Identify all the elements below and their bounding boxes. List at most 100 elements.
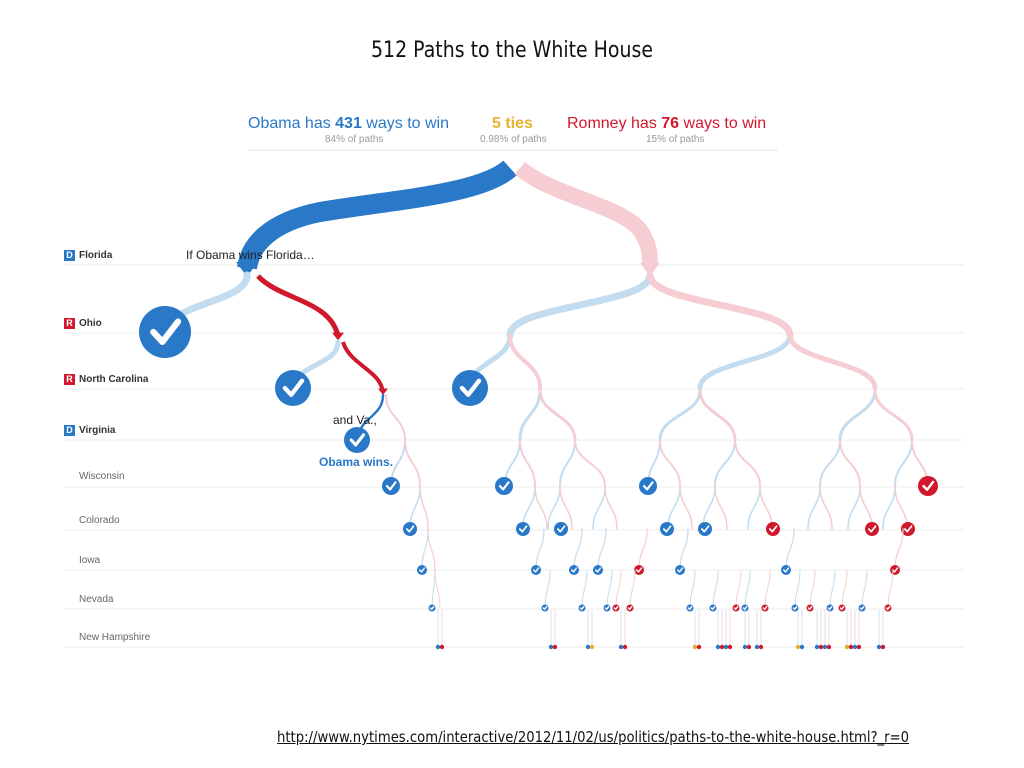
leaf-obama-dot — [723, 644, 729, 650]
source-link[interactable]: http://www.nytimes.com/interactive/2012/… — [277, 728, 910, 746]
checkmark-icon — [595, 567, 602, 573]
branch-ia — [535, 528, 545, 571]
leaf-obama-dot — [852, 644, 858, 650]
romney-count: 76 — [661, 115, 680, 132]
branch-wi-romney — [519, 439, 536, 487]
branch-nv — [841, 569, 848, 609]
branch-nv — [794, 569, 801, 609]
branch-nc-romney — [787, 332, 878, 391]
branch-nv — [581, 569, 588, 609]
obama-prefix: Obama has — [248, 115, 336, 132]
checkmark-icon — [459, 378, 482, 397]
checkmark-icon — [807, 605, 813, 611]
leaf-tie-dot — [692, 644, 698, 650]
win-obama-icon — [403, 522, 417, 536]
leaf-tie-dot — [795, 644, 801, 650]
leaf-romney-dot — [719, 644, 725, 650]
branch-va-obama — [658, 388, 702, 442]
branch-ia — [785, 528, 795, 571]
branch-ia — [638, 528, 648, 571]
branch-nv — [606, 569, 613, 609]
branch-nv — [615, 569, 622, 609]
branch-ia — [597, 528, 607, 571]
win-obama-icon — [639, 477, 657, 495]
branch-nc-obama — [697, 332, 793, 391]
branch-va-romney — [873, 388, 914, 442]
leaf-romney-dot — [746, 644, 752, 650]
branch-co-obama — [547, 485, 561, 530]
branch-wi-romney — [404, 439, 421, 487]
branch-nc-romney — [508, 333, 542, 390]
leaf-tie-dot — [589, 644, 595, 650]
checkmark-icon — [613, 605, 619, 611]
win-romney-icon — [890, 565, 900, 575]
checkmark-icon — [419, 567, 426, 573]
branch-co-obama — [807, 485, 821, 530]
checkmark-icon — [557, 525, 566, 533]
leaf-romney-dot — [856, 644, 862, 650]
obama-summary: Obama has 431 ways to win — [248, 115, 449, 133]
state-label-ohio: Ohio — [79, 318, 102, 329]
branch-wi-obama — [819, 439, 841, 487]
leaf-obama-dot — [548, 644, 554, 650]
checkmark-icon — [604, 605, 610, 611]
checkmark-icon — [687, 605, 693, 611]
branch-co-romney — [819, 485, 833, 530]
checkmark-icon — [663, 525, 672, 533]
leaf-obama-dot — [435, 644, 441, 650]
leaf-romney-dot — [880, 644, 886, 650]
leaf-romney-dot — [439, 644, 445, 650]
branch-nv — [861, 569, 868, 609]
annotation-obama-wins: Obama wins. — [319, 455, 394, 469]
branch-nv — [887, 569, 894, 609]
checkmark-icon — [701, 525, 710, 533]
branch-wi-obama — [559, 439, 576, 487]
branch-va-obama — [838, 388, 877, 442]
checkmark-icon — [859, 605, 865, 611]
win-obama-icon — [382, 477, 400, 495]
checkmark-icon — [710, 605, 716, 611]
badge-ohio: R — [64, 318, 75, 329]
branch-nv — [712, 569, 719, 609]
state-label-new-hampshire: New Hampshire — [79, 632, 151, 643]
checkmark-icon — [498, 481, 510, 491]
checkmark-icon — [792, 605, 798, 611]
branch-nv-obama — [431, 569, 436, 609]
checkmark-icon — [579, 605, 585, 611]
romney-main-path — [514, 161, 658, 266]
win-obama-icon — [698, 522, 712, 536]
checkmark-icon — [904, 525, 913, 533]
leaf-obama-dot — [814, 644, 820, 650]
badge-north-carolina: R — [64, 374, 75, 385]
leaf-tie-dot — [844, 644, 850, 650]
branch-nv — [544, 569, 551, 609]
branch-wi-romney — [839, 439, 861, 487]
slide-title: 512 Paths to the White House — [371, 38, 653, 63]
checkmark-icon — [733, 605, 739, 611]
branch-co-obama — [882, 485, 896, 530]
branch-co-obama — [847, 485, 861, 530]
branch-nv-romney — [434, 569, 441, 609]
romney-arrow-icon — [378, 388, 388, 395]
win-obama-icon — [139, 306, 191, 358]
leaf-obama-dot — [876, 644, 882, 650]
checkmark-icon — [642, 481, 654, 491]
romney-arrow-icon — [332, 332, 344, 341]
win-obama-icon — [675, 565, 685, 575]
branch-ia — [679, 528, 689, 571]
win-obama-icon — [417, 565, 427, 575]
branch-co-romney — [759, 485, 773, 530]
state-label-north-carolina: North Carolina — [79, 374, 149, 385]
win-obama-icon — [344, 427, 370, 453]
checkmark-icon — [533, 567, 540, 573]
romney-summary: Romney has 76 ways to win — [567, 115, 766, 133]
branch-ohio-romney — [256, 274, 341, 337]
checkmark-icon — [282, 378, 305, 397]
branch-wi-romney — [659, 439, 681, 487]
branch-co-romney — [679, 485, 693, 530]
branch-nv — [629, 569, 636, 609]
romney-prefix: Romney has — [567, 115, 662, 132]
branch-va-romney — [538, 388, 577, 442]
annotation-florida: If Obama wins Florida… — [186, 248, 315, 262]
obama-percent: 84% of paths — [325, 134, 384, 145]
